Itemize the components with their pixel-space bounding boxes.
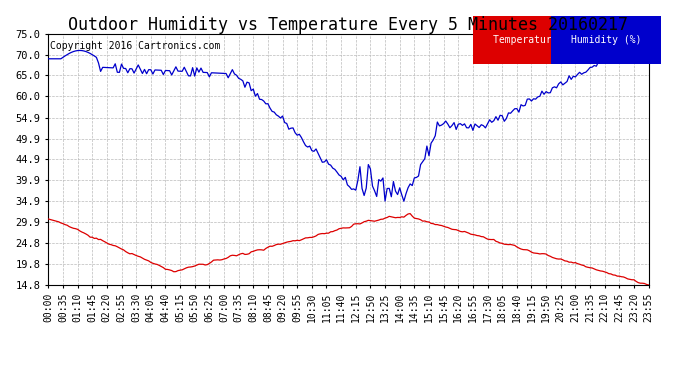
Text: Copyright 2016 Cartronics.com: Copyright 2016 Cartronics.com	[50, 41, 220, 51]
Text: Humidity (%): Humidity (%)	[571, 35, 641, 45]
Text: Temperature (°F): Temperature (°F)	[493, 35, 586, 45]
Title: Outdoor Humidity vs Temperature Every 5 Minutes 20160217: Outdoor Humidity vs Temperature Every 5 …	[68, 16, 629, 34]
